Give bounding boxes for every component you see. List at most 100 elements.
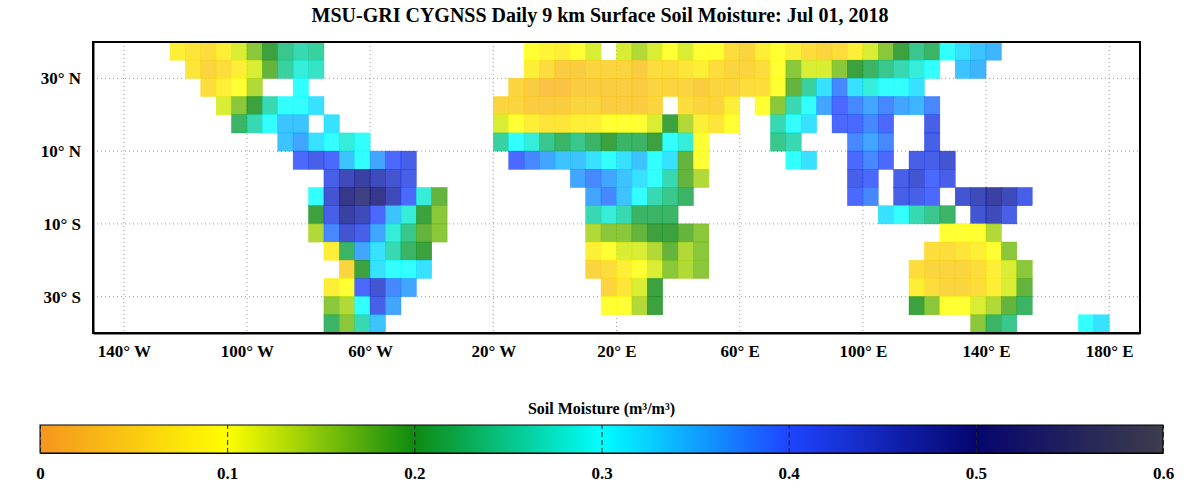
soil-moisture-cell bbox=[293, 78, 308, 96]
soil-moisture-cell bbox=[955, 297, 970, 315]
soil-moisture-cell bbox=[986, 188, 1001, 206]
soil-moisture-cell bbox=[355, 188, 370, 206]
soil-moisture-cell bbox=[924, 206, 939, 224]
soil-moisture-cell bbox=[755, 60, 770, 78]
soil-moisture-cell bbox=[955, 224, 970, 242]
soil-moisture-cell bbox=[940, 242, 955, 260]
soil-moisture-cell bbox=[216, 78, 231, 96]
soil-moisture-cell bbox=[647, 242, 662, 260]
soil-moisture-cell bbox=[232, 115, 247, 133]
soil-moisture-cell bbox=[278, 42, 293, 60]
y-tick-label: 10° S bbox=[43, 215, 81, 234]
soil-moisture-cell bbox=[663, 133, 678, 151]
soil-moisture-cell bbox=[617, 206, 632, 224]
soil-moisture-cell bbox=[647, 151, 662, 169]
soil-moisture-cell bbox=[586, 115, 601, 133]
soil-moisture-cell bbox=[339, 242, 354, 260]
x-tick: 140° E bbox=[963, 333, 1011, 361]
soil-moisture-cell bbox=[663, 151, 678, 169]
soil-moisture-cell bbox=[709, 42, 724, 60]
soil-moisture-cell bbox=[678, 151, 693, 169]
map-svg: MSU-GRI CYGNSS Daily 9 km Surface Soil M… bbox=[0, 0, 1200, 491]
x-tick-label: 140° W bbox=[98, 342, 151, 361]
soil-moisture-cell bbox=[863, 78, 878, 96]
soil-moisture-cell bbox=[894, 97, 909, 115]
soil-moisture-cell bbox=[339, 206, 354, 224]
colorbar-axis: 00.10.20.30.40.50.6 bbox=[36, 425, 1174, 483]
soil-moisture-cell bbox=[1001, 188, 1016, 206]
soil-moisture-cell bbox=[909, 151, 924, 169]
soil-moisture-cell bbox=[617, 133, 632, 151]
soil-moisture-cell bbox=[909, 297, 924, 315]
soil-moisture-cell bbox=[801, 97, 816, 115]
soil-moisture-cell bbox=[955, 242, 970, 260]
soil-moisture-cell bbox=[847, 188, 862, 206]
soil-moisture-cell bbox=[647, 260, 662, 278]
soil-moisture-cell bbox=[493, 115, 508, 133]
colorbar-tick: 0.1 bbox=[217, 425, 238, 483]
soil-moisture-cell bbox=[971, 297, 986, 315]
soil-moisture-cell bbox=[586, 169, 601, 187]
soil-moisture-cell bbox=[724, 42, 739, 60]
soil-moisture-cell bbox=[416, 224, 431, 242]
soil-moisture-cell bbox=[247, 60, 262, 78]
soil-moisture-cell bbox=[863, 188, 878, 206]
colorbar-bar bbox=[40, 425, 1163, 453]
soil-moisture-cell bbox=[647, 278, 662, 296]
soil-moisture-cell bbox=[740, 78, 755, 96]
x-tick-label: 180° E bbox=[1086, 342, 1134, 361]
soil-moisture-cell bbox=[339, 315, 354, 333]
soil-moisture-cell bbox=[355, 151, 370, 169]
soil-moisture-cell bbox=[1017, 188, 1032, 206]
soil-moisture-cell bbox=[909, 97, 924, 115]
soil-moisture-cell bbox=[1001, 297, 1016, 315]
soil-moisture-cell bbox=[770, 78, 785, 96]
soil-moisture-cell bbox=[617, 260, 632, 278]
soil-moisture-cell bbox=[894, 78, 909, 96]
soil-moisture-cell bbox=[847, 169, 862, 187]
y-tick-label: 30° N bbox=[41, 69, 82, 88]
soil-moisture-cell bbox=[601, 206, 616, 224]
soil-moisture-cell bbox=[201, 78, 216, 96]
soil-moisture-cell bbox=[632, 188, 647, 206]
soil-moisture-cell bbox=[632, 133, 647, 151]
x-tick: 180° E bbox=[1086, 333, 1134, 361]
y-tick-label: 10° N bbox=[41, 142, 82, 161]
soil-moisture-cell bbox=[770, 133, 785, 151]
soil-moisture-cell bbox=[324, 115, 339, 133]
soil-moisture-cell bbox=[632, 97, 647, 115]
soil-moisture-cell bbox=[693, 97, 708, 115]
x-tick-label: 140° E bbox=[963, 342, 1011, 361]
x-tick: 100° E bbox=[839, 333, 887, 361]
soil-moisture-cell bbox=[309, 97, 324, 115]
soil-moisture-cell bbox=[832, 60, 847, 78]
soil-moisture-cell bbox=[924, 242, 939, 260]
soil-moisture-cell bbox=[570, 60, 585, 78]
soil-moisture-cell bbox=[355, 224, 370, 242]
soil-moisture-cell bbox=[678, 260, 693, 278]
soil-moisture-cell bbox=[339, 297, 354, 315]
soil-moisture-cell bbox=[663, 42, 678, 60]
soil-moisture-cell bbox=[909, 188, 924, 206]
soil-moisture-cell bbox=[786, 115, 801, 133]
soil-moisture-cell bbox=[601, 188, 616, 206]
y-tick: 10° N bbox=[41, 142, 93, 161]
soil-moisture-cell bbox=[339, 260, 354, 278]
soil-moisture-cell bbox=[663, 78, 678, 96]
soil-moisture-cell bbox=[924, 297, 939, 315]
soil-moisture-cell bbox=[355, 297, 370, 315]
soil-moisture-cell bbox=[971, 188, 986, 206]
soil-moisture-cell bbox=[894, 169, 909, 187]
soil-moisture-cell bbox=[324, 315, 339, 333]
soil-moisture-cell bbox=[724, 115, 739, 133]
soil-moisture-cell bbox=[493, 97, 508, 115]
y-tick: 10° S bbox=[43, 215, 93, 234]
soil-moisture-cell bbox=[309, 151, 324, 169]
soil-moisture-cell bbox=[401, 188, 416, 206]
y-tick: 30° S bbox=[43, 288, 93, 307]
soil-moisture-cell bbox=[863, 133, 878, 151]
colorbar-tick: 0.5 bbox=[966, 425, 987, 483]
soil-moisture-cell bbox=[647, 60, 662, 78]
soil-moisture-cell bbox=[278, 133, 293, 151]
soil-moisture-cell bbox=[801, 78, 816, 96]
